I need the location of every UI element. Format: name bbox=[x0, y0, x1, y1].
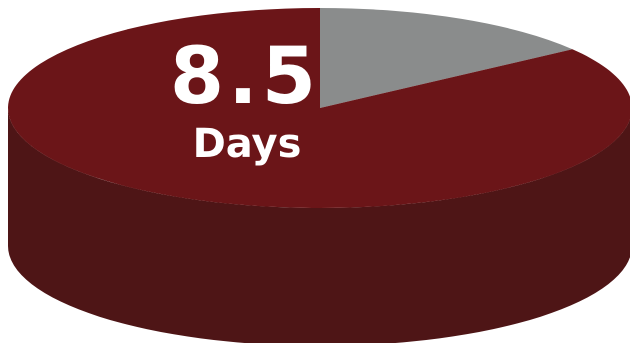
pie-side-wall bbox=[8, 108, 630, 343]
pie-value-label: 8.5 bbox=[170, 32, 320, 122]
pie-slice-main bbox=[8, 8, 630, 208]
pie-slice-remainder bbox=[320, 8, 573, 108]
pie-unit-label: Days bbox=[193, 121, 302, 167]
pie-slices bbox=[8, 8, 630, 208]
